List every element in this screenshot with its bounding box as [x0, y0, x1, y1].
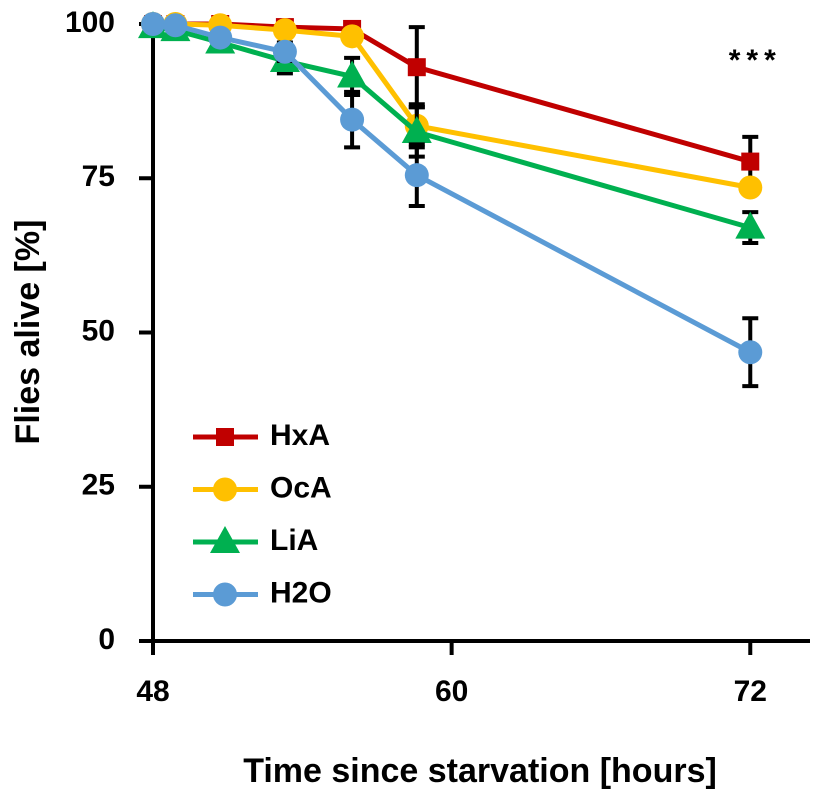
y-tick-label: 100: [65, 6, 115, 39]
annotation: ***: [729, 44, 782, 77]
x-tick-label: 60: [435, 675, 468, 708]
marker: [340, 24, 365, 49]
y-tick-label: 50: [82, 314, 115, 347]
marker: [163, 13, 188, 38]
marker: [735, 211, 766, 239]
legend-label: H2O: [270, 576, 332, 609]
series-line: [152, 24, 751, 231]
legend-label: HxA: [270, 419, 330, 452]
x-axis-title: Time since starvation [hours]: [243, 752, 717, 790]
legend-marker: [210, 526, 240, 553]
marker: [340, 107, 365, 132]
y-axis-title: Flies alive [%]: [9, 220, 47, 445]
legend-marker: [216, 428, 234, 446]
marker: [141, 12, 165, 36]
series-line: [152, 21, 752, 355]
marker: [738, 340, 763, 365]
y-tick-label: 75: [82, 160, 115, 193]
marker: [738, 175, 763, 200]
marker: [407, 58, 426, 77]
y-tick-label: 25: [82, 469, 115, 502]
legend-label: OcA: [270, 471, 332, 504]
legend-marker: [213, 477, 237, 502]
marker: [404, 163, 429, 188]
legend-label: LiA: [270, 524, 318, 557]
marker: [208, 25, 233, 50]
legend-marker: [213, 582, 237, 607]
marker: [272, 18, 297, 43]
marker: [741, 152, 760, 171]
x-tick-label: 72: [734, 675, 767, 708]
marker: [337, 60, 368, 88]
marker: [272, 39, 297, 64]
x-tick-label: 48: [136, 675, 169, 708]
marker: [401, 115, 432, 143]
y-tick-label: 0: [98, 623, 115, 656]
